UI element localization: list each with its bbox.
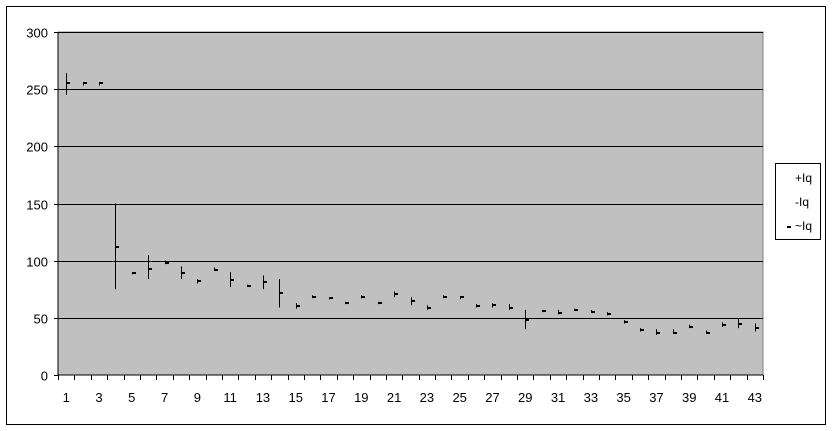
x-tick-label: 41	[715, 390, 729, 405]
close-tick	[263, 281, 267, 283]
close-tick	[591, 311, 595, 313]
x-tick-label: 17	[321, 390, 335, 405]
close-tick	[378, 302, 382, 304]
close-tick	[427, 307, 431, 309]
close-tick	[738, 323, 742, 325]
x-tick-label: 1	[63, 390, 70, 405]
legend-item-tilde-iq: ~Iq	[776, 216, 822, 236]
y-tick-label: 250	[26, 83, 48, 98]
y-tick-label: 300	[26, 26, 48, 41]
close-tick	[722, 324, 726, 326]
x-tick-label: 31	[551, 390, 565, 405]
close-tick	[689, 326, 693, 328]
x-tick-label: 3	[95, 390, 102, 405]
close-tick	[214, 269, 218, 271]
legend-label: +Iq	[795, 171, 813, 185]
close-tick	[460, 296, 464, 298]
close-tick	[509, 307, 513, 309]
close-tick	[148, 268, 152, 270]
close-tick	[197, 280, 201, 282]
close-tick	[640, 329, 644, 331]
close-tick	[279, 292, 283, 294]
close-tick	[394, 293, 398, 295]
close-tick	[312, 296, 316, 298]
legend-item-minus-iq: -Iq	[776, 192, 822, 212]
close-tick	[607, 313, 611, 315]
close-tick	[329, 297, 333, 299]
data-marks	[66, 73, 759, 335]
close-tick	[525, 319, 529, 321]
close-tick	[247, 285, 251, 287]
y-axis-ticks: 0 50 100 150 200 250 300	[26, 26, 58, 384]
x-tick-label: 37	[649, 390, 663, 405]
x-tick-label: 7	[161, 390, 168, 405]
y-tick-label: 0	[41, 369, 48, 384]
gridlines	[58, 32, 763, 319]
close-tick	[83, 82, 87, 84]
x-tick-label: 9	[194, 390, 201, 405]
close-tick	[411, 300, 415, 302]
close-tick	[574, 309, 578, 311]
close-tick	[706, 332, 710, 334]
close-tick	[492, 304, 496, 306]
legend-item-plus-iq: +Iq	[776, 168, 822, 188]
close-tick	[656, 332, 660, 334]
y-tick-label: 150	[26, 198, 48, 213]
x-tick-label: 43	[748, 390, 762, 405]
x-tick-label: 13	[256, 390, 270, 405]
close-tick	[230, 279, 234, 281]
close-tick	[115, 246, 119, 248]
close-tick	[345, 302, 349, 304]
x-tick-label: 19	[354, 390, 368, 405]
legend: +Iq -Iq ~Iq	[775, 163, 821, 240]
x-axis-ticks: 1 3 5 7 9 11 13 15 17 19 21 23 25 27 29 31 33 35 37 39 41 43	[58, 375, 764, 405]
close-tick	[673, 332, 677, 334]
x-tick-label: 39	[682, 390, 696, 405]
legend-label: ~Iq	[795, 219, 813, 233]
x-tick-label: 21	[387, 390, 401, 405]
close-tick	[476, 305, 480, 307]
y-tick-label: 200	[26, 140, 48, 155]
close-tick	[755, 327, 759, 329]
y-tick-label: 50	[34, 312, 48, 327]
close-tick	[558, 312, 562, 314]
x-tick-label: 25	[452, 390, 466, 405]
x-tick-label: 15	[288, 390, 302, 405]
x-tick-label: 23	[420, 390, 434, 405]
x-tick-label: 27	[485, 390, 499, 405]
x-tick-label: 33	[584, 390, 598, 405]
plot-area	[57, 31, 764, 376]
close-tick	[181, 272, 185, 274]
x-tick-label: 29	[518, 390, 532, 405]
close-tick	[296, 305, 300, 307]
close-tick	[443, 296, 447, 298]
legend-label: -Iq	[795, 195, 810, 209]
close-tick	[542, 310, 546, 312]
close-tick	[165, 262, 169, 264]
x-tick-label: 5	[128, 390, 135, 405]
close-tick	[132, 272, 136, 274]
close-tick	[99, 82, 103, 84]
y-tick-label: 100	[26, 255, 48, 270]
x-tick-label: 35	[616, 390, 630, 405]
x-tick-label: 11	[223, 390, 237, 405]
close-tick	[66, 82, 70, 84]
close-tick	[624, 321, 628, 323]
close-tick	[361, 296, 365, 298]
legend-key-marker	[787, 226, 791, 228]
